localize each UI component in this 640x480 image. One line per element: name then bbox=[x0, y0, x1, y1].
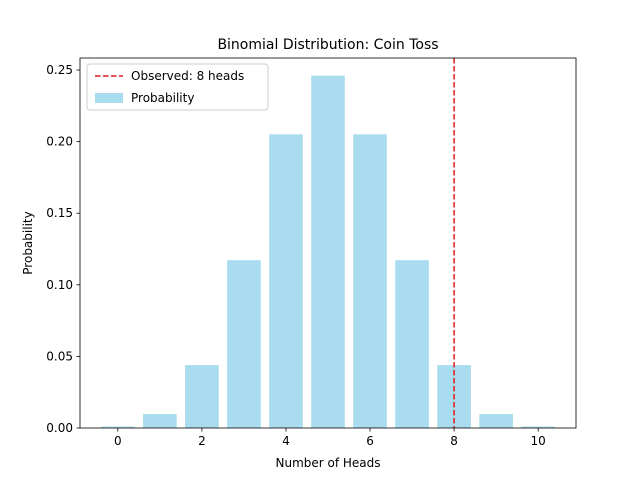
y-tick-label: 0.10 bbox=[46, 278, 73, 292]
y-tick-label: 0.15 bbox=[46, 206, 73, 220]
y-tick-label: 0.05 bbox=[46, 349, 73, 363]
x-tick-label: 10 bbox=[531, 434, 546, 448]
chart-title: Binomial Distribution: Coin Toss bbox=[217, 37, 438, 53]
x-tick-label: 4 bbox=[282, 434, 290, 448]
x-tick-label: 6 bbox=[366, 434, 374, 448]
bar-6 bbox=[353, 134, 387, 428]
bar-1 bbox=[143, 414, 177, 428]
legend: Observed: 8 heads Probability bbox=[86, 63, 269, 111]
y-axis-label: Probability bbox=[21, 211, 35, 274]
x-ticks: 0 2 4 6 8 10 bbox=[114, 428, 546, 448]
axes-frame bbox=[79, 57, 577, 429]
x-tick-label: 0 bbox=[114, 434, 122, 448]
y-tick-label: 0.00 bbox=[46, 421, 73, 435]
bar-5 bbox=[311, 75, 345, 428]
legend-box bbox=[86, 63, 269, 111]
legend-patch-icon bbox=[95, 93, 123, 103]
bar-10 bbox=[521, 426, 555, 428]
bar-7 bbox=[395, 260, 429, 428]
bar-9 bbox=[479, 414, 513, 428]
y-tick-label: 0.25 bbox=[46, 63, 73, 77]
legend-label: Probability bbox=[131, 91, 194, 105]
x-axis-label: Number of Heads bbox=[275, 456, 380, 470]
legend-label: Observed: 8 heads bbox=[131, 69, 244, 83]
bar-2 bbox=[185, 365, 219, 428]
bar-4 bbox=[269, 134, 303, 428]
bars bbox=[101, 75, 555, 428]
bar-0 bbox=[101, 426, 135, 428]
x-tick-label: 2 bbox=[198, 434, 206, 448]
y-tick-label: 0.20 bbox=[46, 135, 73, 149]
bar-3 bbox=[227, 260, 261, 428]
y-ticks: 0.00 0.05 0.10 0.15 0.20 0.25 bbox=[46, 63, 80, 435]
x-tick-label: 8 bbox=[450, 434, 458, 448]
